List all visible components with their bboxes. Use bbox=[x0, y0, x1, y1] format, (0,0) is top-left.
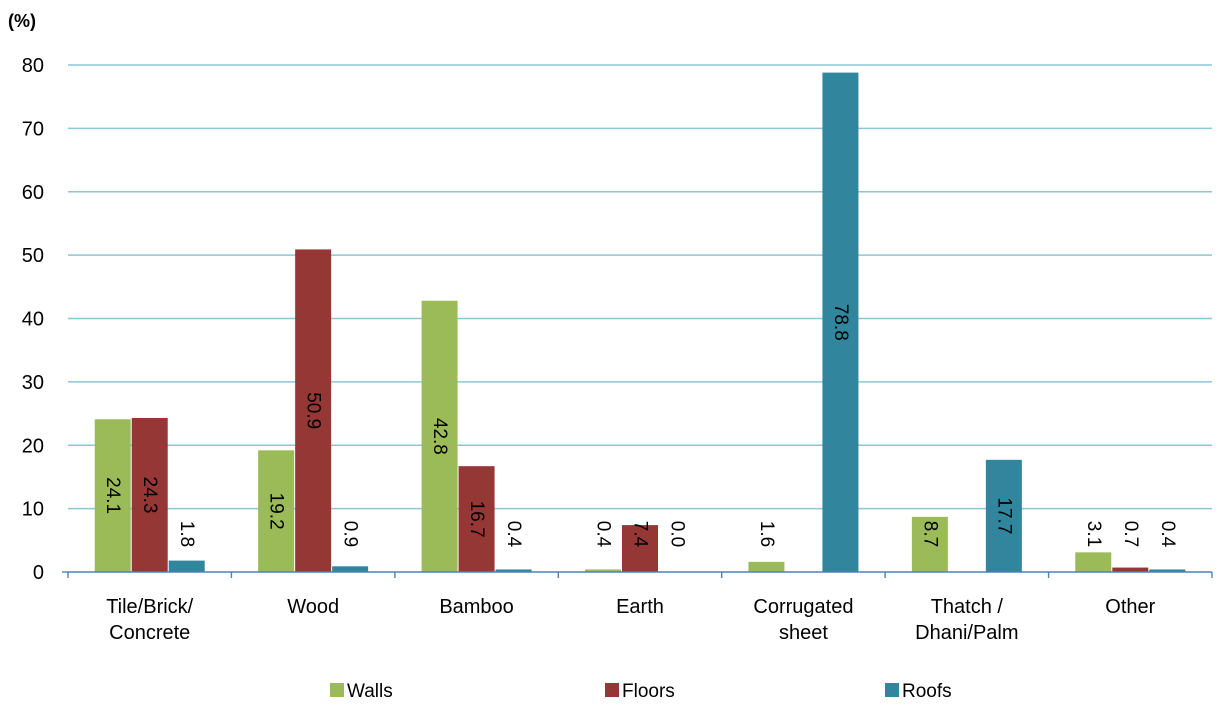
y-tick-label: 30 bbox=[22, 372, 44, 394]
data-label: 0.9 bbox=[340, 521, 361, 547]
bar-floors bbox=[458, 466, 495, 572]
data-label: 42.8 bbox=[429, 418, 450, 455]
bar-roofs bbox=[822, 72, 859, 572]
bar-walls bbox=[258, 450, 295, 572]
legend-label-walls: Walls bbox=[347, 681, 393, 702]
data-label: 1.8 bbox=[176, 521, 197, 547]
legend-label-roofs: Roofs bbox=[902, 681, 952, 702]
data-label: 0.4 bbox=[593, 521, 614, 548]
data-label: 0.4 bbox=[1157, 521, 1178, 548]
y-tick-label: 50 bbox=[22, 245, 44, 267]
bar-roofs bbox=[332, 566, 369, 572]
data-label: 0.4 bbox=[503, 521, 524, 548]
category-label: Tile/Brick/Concrete bbox=[106, 596, 193, 644]
category-label: Corrugated sheet bbox=[753, 596, 853, 644]
data-labels: 24.1 19.2 42.8 0.4 1.6 8.7 3.1 24.3 50.9 16.7 7.4 0… bbox=[102, 304, 1178, 548]
bar-walls bbox=[421, 300, 458, 572]
category-label: Wood bbox=[287, 596, 339, 618]
legend-label-floors: Floors bbox=[622, 681, 675, 702]
bar-walls bbox=[911, 516, 948, 572]
y-tick-label: 70 bbox=[22, 118, 44, 140]
data-label: 0.7 bbox=[1120, 521, 1141, 547]
category-label: Bamboo bbox=[439, 596, 514, 618]
gridlines bbox=[68, 64, 1212, 510]
bar-floors bbox=[622, 525, 658, 572]
legend-swatch-floors bbox=[605, 683, 619, 697]
data-label: 3.1 bbox=[1083, 521, 1104, 547]
data-label: 17.7 bbox=[993, 497, 1014, 534]
bar-floors bbox=[131, 417, 168, 572]
y-tick-label: 0 bbox=[33, 562, 44, 584]
y-tick-label: 80 bbox=[22, 55, 44, 77]
bar-walls bbox=[1075, 552, 1112, 572]
bar-walls bbox=[585, 569, 621, 572]
data-label: 1.6 bbox=[756, 521, 777, 547]
bar-walls bbox=[748, 561, 785, 572]
bar-roofs bbox=[168, 560, 205, 572]
y-tick-label: 40 bbox=[22, 309, 44, 331]
y-tick-label: 60 bbox=[22, 182, 44, 204]
data-label: 24.3 bbox=[139, 477, 160, 514]
data-label: 24.1 bbox=[102, 477, 123, 514]
y-tick-label: 20 bbox=[22, 435, 44, 457]
x-axis bbox=[62, 571, 1213, 578]
data-label: 0.0 bbox=[667, 521, 688, 547]
legend-swatch-roofs bbox=[885, 683, 899, 697]
data-label: 78.8 bbox=[830, 304, 851, 341]
data-label: 16.7 bbox=[466, 501, 487, 538]
bar-floors bbox=[1112, 567, 1149, 572]
data-label: 8.7 bbox=[919, 521, 940, 547]
category-labels: Tile/Brick/Concrete Wood Bamboo Earth Corrug… bbox=[106, 596, 1155, 644]
data-label: 19.2 bbox=[266, 493, 287, 530]
legend-swatch-walls bbox=[330, 683, 344, 697]
data-label: 7.4 bbox=[630, 521, 651, 548]
category-label: Earth bbox=[616, 596, 664, 618]
category-label: Thatch / Dhani/Palm bbox=[915, 596, 1018, 644]
bar-floors bbox=[295, 249, 332, 572]
bars bbox=[94, 72, 1186, 572]
bar-roofs bbox=[985, 459, 1022, 572]
bar-roofs bbox=[1149, 569, 1186, 572]
y-axis-ticks: 0 10 20 30 40 50 60 70 80 bbox=[22, 55, 44, 584]
bar-roofs bbox=[495, 569, 532, 572]
bar-walls bbox=[94, 419, 131, 572]
y-axis-unit-label: (%) bbox=[8, 11, 36, 31]
data-label: 50.9 bbox=[303, 392, 324, 429]
legend: Walls Floors Roofs bbox=[330, 681, 952, 702]
category-label: Other bbox=[1105, 596, 1155, 618]
y-tick-label: 10 bbox=[22, 499, 44, 521]
